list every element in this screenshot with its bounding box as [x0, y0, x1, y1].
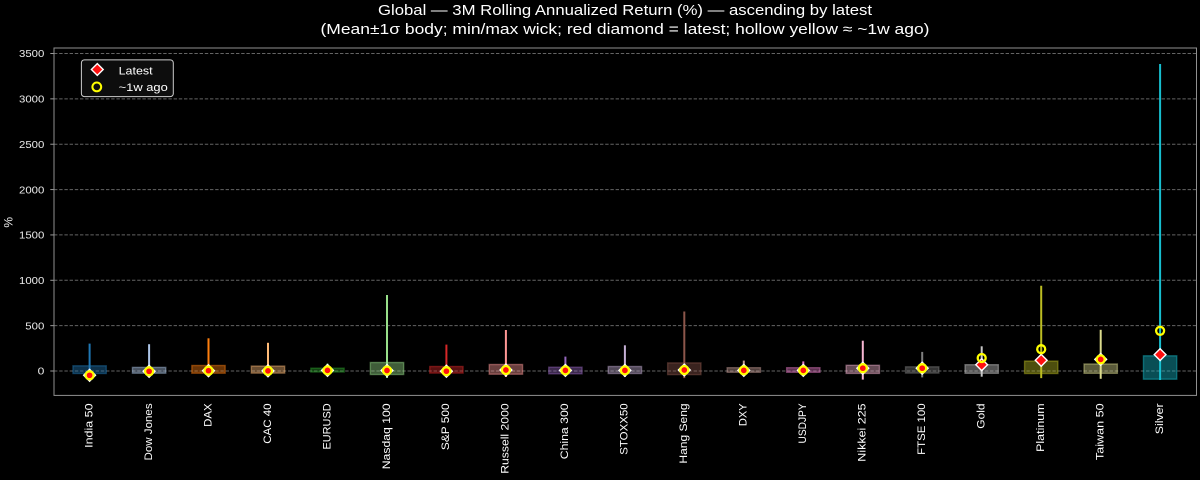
svg-text:~1w ago: ~1w ago — [119, 82, 168, 94]
svg-text:S&P 500: S&P 500 — [440, 403, 452, 450]
svg-text:3000: 3000 — [19, 95, 45, 106]
svg-text:500: 500 — [25, 321, 44, 332]
svg-text:Taiwan 50: Taiwan 50 — [1095, 403, 1107, 460]
svg-text:Global — 3M Rolling Annualized: Global — 3M Rolling Annualized Return (%… — [378, 2, 873, 19]
svg-text:FTSE 100: FTSE 100 — [916, 403, 928, 455]
svg-text:DXY: DXY — [738, 403, 750, 426]
svg-text:India 50: India 50 — [83, 403, 95, 448]
svg-text:Russell 2000: Russell 2000 — [500, 403, 512, 473]
svg-text:1500: 1500 — [19, 231, 45, 242]
svg-text:1000: 1000 — [19, 276, 45, 287]
svg-text:(Mean±1σ body; min/max wick; r: (Mean±1σ body; min/max wick; red diamond… — [321, 21, 930, 38]
svg-text:2500: 2500 — [19, 140, 45, 151]
svg-text:DAX: DAX — [202, 403, 214, 427]
svg-text:0: 0 — [38, 367, 45, 378]
svg-text:Dow Jones: Dow Jones — [143, 403, 155, 461]
svg-text:Gold: Gold — [976, 403, 988, 428]
svg-text:3500: 3500 — [19, 49, 45, 60]
svg-text:Latest: Latest — [119, 65, 153, 77]
svg-text:%: % — [2, 217, 16, 228]
svg-text:Hang Seng: Hang Seng — [678, 403, 690, 463]
svg-text:Silver: Silver — [1154, 403, 1166, 434]
svg-text:USDJPY: USDJPY — [797, 403, 809, 444]
svg-text:Nasdaq 100: Nasdaq 100 — [381, 403, 393, 469]
svg-text:Platinum: Platinum — [1035, 403, 1047, 452]
svg-text:China 300: China 300 — [559, 403, 571, 459]
svg-text:EURUSD: EURUSD — [321, 403, 333, 449]
svg-text:CAC 40: CAC 40 — [262, 403, 274, 443]
svg-text:2000: 2000 — [19, 185, 45, 196]
svg-text:STOXX50: STOXX50 — [619, 403, 631, 454]
svg-text:Nikkei 225: Nikkei 225 — [857, 403, 869, 461]
